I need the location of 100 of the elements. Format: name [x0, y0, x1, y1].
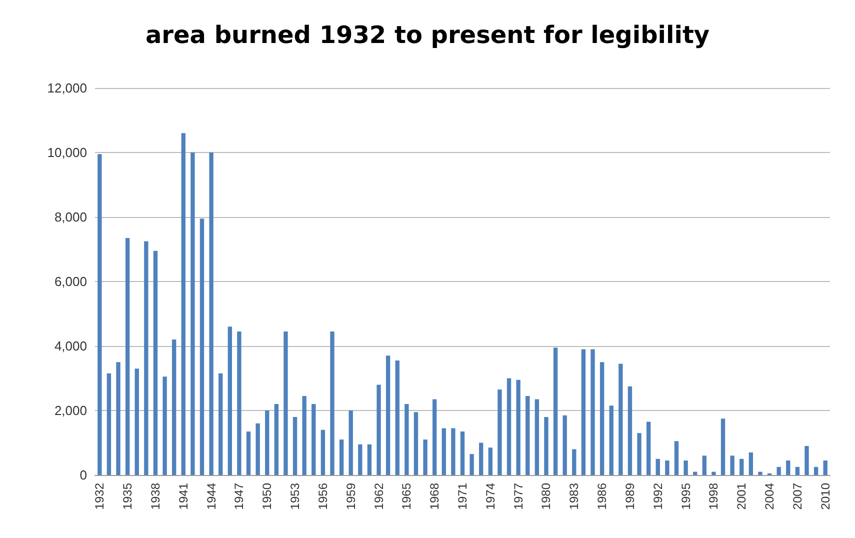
x-tick-label: 1935 [120, 482, 135, 510]
bar [209, 152, 214, 475]
x-tick-label: 1938 [148, 482, 162, 510]
bar [618, 364, 623, 475]
bar [562, 415, 567, 475]
bar [98, 154, 102, 475]
bar [758, 472, 762, 475]
bar [256, 423, 260, 475]
bar [395, 360, 400, 475]
x-tick-label: 1974 [483, 482, 498, 510]
x-tick-label: 1998 [706, 482, 721, 510]
bar [442, 428, 446, 475]
bar [804, 446, 809, 475]
x-tick-label: 1989 [622, 482, 637, 510]
bar [786, 460, 790, 475]
bar [153, 250, 158, 475]
y-tick-label: 2,000 [54, 403, 87, 418]
bar [134, 368, 139, 475]
x-tick-label: 1965 [400, 482, 414, 510]
bar [488, 448, 493, 475]
bar [181, 133, 186, 475]
bar [274, 404, 279, 475]
bar [795, 466, 800, 475]
bar [470, 454, 474, 475]
bar [740, 458, 744, 475]
x-tick-label: 2004 [762, 482, 777, 510]
x-tick-label: 2007 [790, 482, 804, 510]
bar [292, 416, 298, 475]
x-tick-label: 1953 [288, 482, 302, 510]
bar [358, 444, 362, 475]
bar [553, 348, 558, 475]
bar [218, 373, 223, 475]
bar [284, 331, 288, 475]
bar [581, 349, 586, 475]
bar [237, 331, 242, 475]
bar [423, 440, 428, 475]
bar [544, 416, 548, 475]
y-tick-label: 10,000 [47, 145, 87, 160]
bar [526, 396, 530, 475]
x-tick-label: 2010 [818, 482, 832, 510]
bar [748, 452, 754, 475]
y-tick-label: 4,000 [54, 338, 87, 354]
bar [200, 218, 204, 475]
x-tick-label: 1947 [232, 482, 246, 510]
x-tick-label: 1983 [567, 482, 582, 510]
bar [776, 466, 781, 475]
bar [506, 378, 512, 475]
x-tick-label: 1968 [428, 482, 442, 510]
x-tick-label: 1941 [176, 482, 190, 510]
bar [702, 456, 706, 475]
y-tick-label: 0 [80, 468, 87, 482]
bar [590, 349, 595, 475]
x-tick-label: 1980 [539, 482, 554, 510]
bar [265, 410, 270, 475]
bar [172, 340, 176, 475]
bar [320, 430, 326, 475]
x-tick-label: 1971 [456, 482, 470, 510]
y-tick-label: 6,000 [54, 274, 87, 289]
x-tick-label: 1932 [92, 482, 107, 510]
bar [609, 406, 614, 475]
x-tick-label: 1959 [344, 482, 358, 510]
bar [246, 431, 251, 475]
x-tick-label: 1986 [595, 482, 610, 510]
x-tick-label: 2001 [734, 482, 749, 510]
bar [730, 456, 734, 475]
bar [116, 362, 120, 475]
bar [339, 440, 344, 475]
bar [712, 472, 716, 475]
bar [330, 331, 334, 475]
bar [348, 410, 353, 475]
bar [228, 326, 232, 475]
bar [534, 399, 540, 475]
x-tick-label: 1950 [260, 482, 274, 510]
bar [516, 380, 520, 475]
bar [376, 384, 381, 475]
bar [367, 444, 372, 475]
bar [665, 460, 670, 475]
bar [125, 238, 130, 475]
bar [432, 399, 437, 475]
bar [720, 418, 726, 475]
bar [814, 466, 818, 475]
bar [628, 386, 632, 475]
bar [674, 441, 679, 475]
x-tick-label: 1944 [204, 482, 218, 510]
bar [386, 356, 390, 475]
bar [404, 404, 409, 475]
x-tick-label: 1956 [316, 482, 330, 510]
bar [637, 433, 642, 475]
bar [498, 390, 502, 475]
bar [302, 396, 306, 475]
bar [162, 376, 167, 475]
bar [646, 422, 651, 475]
y-tick-label: 8,000 [54, 210, 87, 224]
bar [414, 412, 418, 475]
bar [600, 362, 604, 475]
bar [684, 460, 688, 475]
bar [656, 458, 660, 475]
bar [312, 404, 316, 475]
bar [572, 449, 576, 475]
bar [144, 241, 148, 475]
